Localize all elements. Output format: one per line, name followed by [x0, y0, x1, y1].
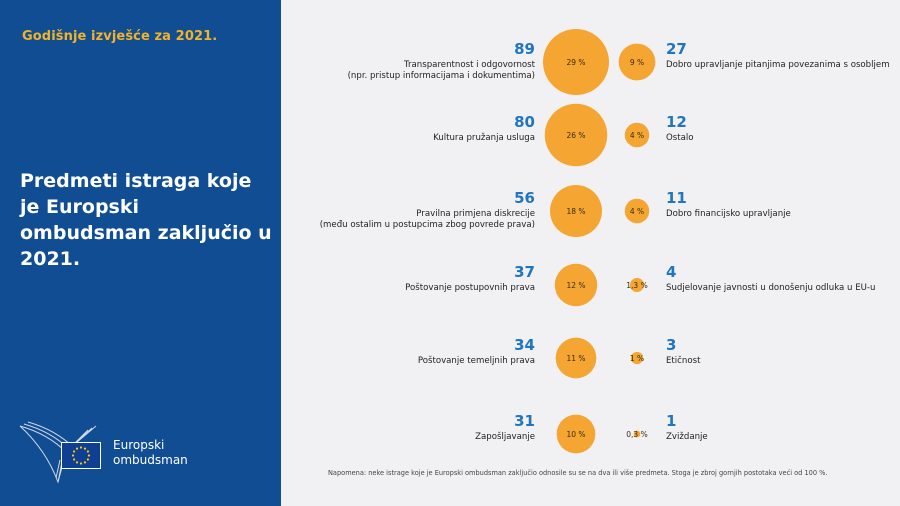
left-bubble-0 [543, 29, 609, 95]
logo-text-line2: ombudsman [113, 453, 188, 467]
right-bubble-pct-5: 0,3 % [626, 430, 647, 439]
right-bubble-pct-4: 1 % [630, 354, 644, 363]
right-category-label-0: 27 Dobro upravljanje pitanjima povezanima… [666, 41, 890, 71]
page-title: Predmeti istraga koje je Europski ombuds… [20, 170, 272, 270]
right-category-label-3: 4 Sudjelovanje javnosti u donošenju odluk… [666, 264, 875, 294]
right-category-text-5: Zviždanje [666, 432, 708, 442]
left-bubble-pct-5: 10 % [566, 430, 585, 439]
left-bubble-pct-3: 12 % [566, 281, 585, 290]
right-bubble-3 [630, 278, 644, 292]
right-category-text-1: Ostalo [666, 133, 694, 143]
left-category-label-2: 56 Pravilna primjena diskrecije (među osta… [320, 190, 535, 231]
left-category-text-4: Poštovanje temeljnih prava [417, 356, 535, 366]
left-category-text-2-1: (među ostalim u postupcima zbog povrede … [319, 220, 535, 230]
right-category-label-4: 3 Etičnost [666, 337, 700, 367]
right-bubble-pct-2: 4 % [630, 207, 644, 216]
left-count-1: 80 [514, 113, 535, 131]
right-bubble-1 [624, 122, 650, 148]
right-count-5: 1 [666, 412, 677, 430]
right-category-label-5: 1 Zviždanje [666, 413, 708, 443]
left-count-3: 37 [514, 263, 535, 281]
logo-text: Europski ombudsman [113, 438, 188, 468]
right-bubble-0 [618, 43, 656, 81]
right-bubble-pct-1: 4 % [630, 131, 644, 140]
left-category-label-1: 80 Kultura pružanja usluga [433, 114, 535, 144]
left-category-label-4: 34 Poštovanje temeljnih prava [418, 337, 535, 367]
eu-flag-icon [61, 442, 101, 469]
left-category-text-2: Pravilna primjena diskrecije [416, 209, 535, 219]
right-count-3: 4 [666, 263, 677, 281]
right-bubble-4 [630, 351, 644, 365]
left-count-5: 31 [514, 412, 535, 430]
left-bubble-5 [556, 414, 596, 454]
right-category-text-3: Sudjelovanje javnosti u donošenju odluka… [666, 283, 876, 293]
right-category-text-4: Etičnost [666, 356, 701, 366]
ombudsman-logo: Europski ombudsman [18, 420, 188, 490]
right-count-1: 12 [666, 113, 687, 131]
left-count-0: 89 [514, 40, 535, 58]
left-category-text-0-1: (npr. pristup informacijama i dokumentim… [347, 71, 535, 81]
left-category-text-0: Transparentnost i odgovornost [404, 60, 535, 70]
report-year-label: Godišnje izvješće za 2021. [22, 29, 218, 44]
left-category-label-3: 37 Poštovanje postupovnih prava [405, 264, 535, 294]
right-category-label-2: 11 Dobro financijsko upravljanje [666, 190, 791, 220]
left-bubble-pct-4: 11 % [566, 354, 585, 363]
right-category-text-2: Dobro financijsko upravljanje [666, 209, 791, 219]
right-count-4: 3 [666, 336, 677, 354]
left-bubble-pct-2: 18 % [566, 207, 585, 216]
chart-area: 29 % 26 % 18 % 12 % 11 % 10 % 9 % 4 % 4 % 1,3 % 1 … [281, 0, 900, 506]
left-category-text-5: Zapošljavanje [475, 432, 535, 442]
bubble-chart: 29 % 26 % 18 % 12 % 11 % 10 % 9 % 4 % 4 % 1,3 % 1 … [543, 29, 656, 454]
right-category-label-1: 12 Ostalo [666, 114, 694, 144]
left-category-label-5: 31 Zapošljavanje [475, 413, 535, 443]
right-bubble-2 [624, 198, 650, 224]
left-bubble-pct-0: 29 % [566, 58, 585, 67]
right-count-2: 11 [666, 189, 687, 207]
left-count-4: 34 [514, 336, 535, 354]
left-count-2: 56 [514, 189, 535, 207]
right-category-text-0: Dobro upravljanje pitanjima povezanima s… [666, 60, 890, 70]
left-category-text-1: Kultura pružanja usluga [433, 133, 535, 143]
footnote: Napomena: neke istrage koje je Europski … [328, 469, 828, 477]
right-count-0: 27 [666, 40, 687, 58]
left-bubble-4 [555, 337, 597, 379]
right-bubble-5 [633, 430, 641, 438]
left-bubble-2 [550, 185, 602, 237]
sidebar-panel: Godišnje izvješće za 2021. Predmeti istr… [0, 0, 281, 506]
left-category-label-0: 89 Transparentnost i odgovornost (npr. pri… [348, 41, 535, 82]
logo-text-line1: Europski [113, 438, 165, 452]
left-bubble-3 [554, 263, 598, 307]
right-bubble-pct-0: 9 % [630, 58, 644, 67]
right-bubble-pct-3: 1,3 % [626, 281, 647, 290]
left-bubble-pct-1: 26 % [566, 131, 585, 140]
left-category-text-3: Poštovanje postupovnih prava [405, 283, 535, 293]
left-bubble-1 [544, 103, 608, 167]
